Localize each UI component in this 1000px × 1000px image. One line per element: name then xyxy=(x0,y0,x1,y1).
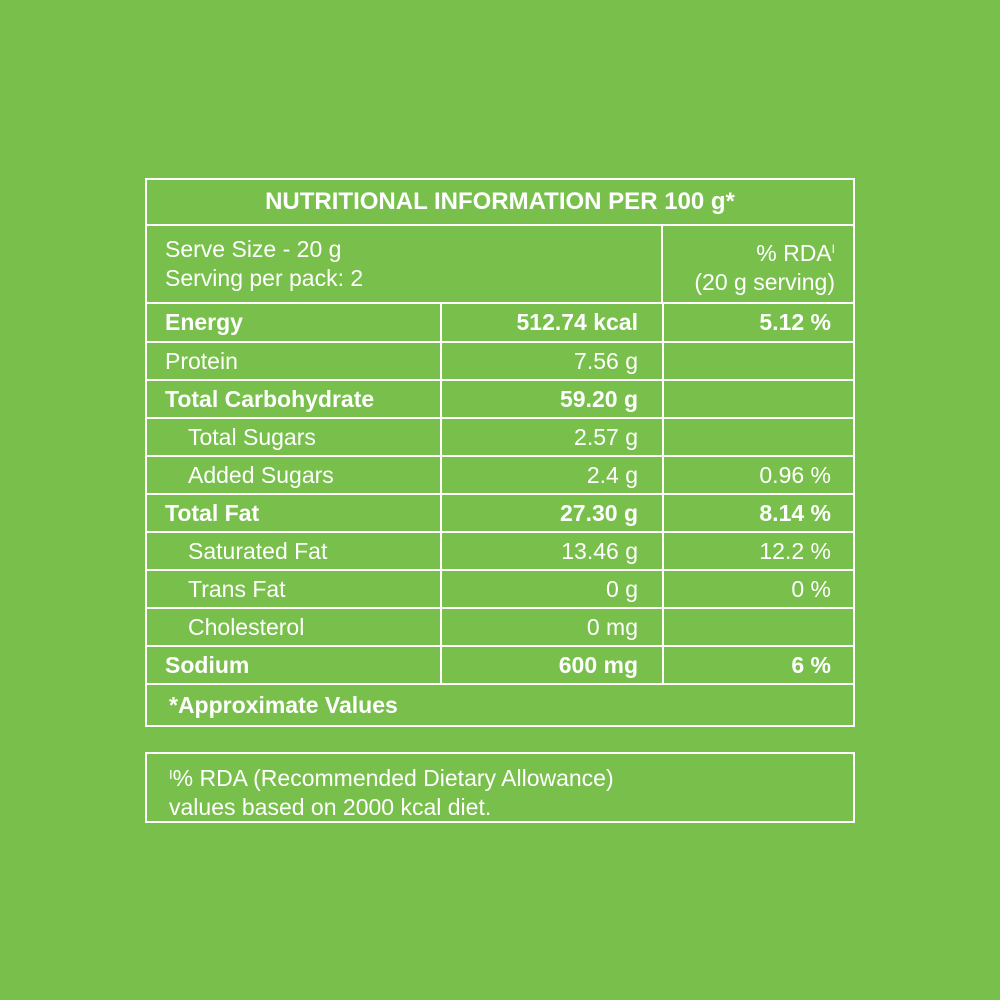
serve-info-row: Serve Size - 20 g Serving per pack: 2 % … xyxy=(147,226,853,304)
nutrient-amount: 2.4 g xyxy=(441,456,664,495)
nutrient-amount: 59.20 g xyxy=(441,380,664,419)
nutrient-rda: 8.14 % xyxy=(663,494,853,533)
nutrient-name: Protein xyxy=(147,342,442,381)
table-title: NUTRITIONAL INFORMATION PER 100 g* xyxy=(147,180,853,226)
table-row: Total Fat 27.30 g 8.14 % xyxy=(147,494,853,533)
nutrient-amount: 0 mg xyxy=(441,608,664,647)
nutrient-rda xyxy=(663,380,853,419)
rda-header: % RDAI (20 g serving) xyxy=(663,226,853,302)
nutrient-amount: 600 mg xyxy=(441,646,664,685)
table-row: Saturated Fat 13.46 g 12.2 % xyxy=(147,532,853,571)
table-row: Total Sugars 2.57 g xyxy=(147,418,853,457)
table-row: Protein 7.56 g xyxy=(147,342,853,381)
table-row: Added Sugars 2.4 g 0.96 % xyxy=(147,456,853,495)
rda-header-label: % RDA xyxy=(756,240,832,266)
nutrient-name: Sodium xyxy=(147,646,442,685)
nutrient-name: Energy xyxy=(147,304,442,343)
rda-footnote: I% RDA (Recommended Dietary Allowance) v… xyxy=(145,752,855,823)
nutrient-rda: 12.2 % xyxy=(663,532,853,571)
approximate-values-note: *Approximate Values xyxy=(169,691,398,718)
nutrient-name: Saturated Fat xyxy=(147,532,442,571)
rda-serving: (20 g serving) xyxy=(694,269,835,295)
serve-info: Serve Size - 20 g Serving per pack: 2 xyxy=(147,226,663,302)
nutrient-amount: 7.56 g xyxy=(441,342,664,381)
table-row: Sodium 600 mg 6 % xyxy=(147,646,853,685)
nutrient-rda: 6 % xyxy=(663,646,853,685)
nutrition-table: NUTRITIONAL INFORMATION PER 100 g* Serve… xyxy=(145,178,855,727)
nutrient-rows: Energy 512.74 kcal 5.12 % Protein 7.56 g Tota… xyxy=(147,304,853,685)
nutrient-rda xyxy=(663,608,853,647)
table-row: Energy 512.74 kcal 5.12 % xyxy=(147,304,853,343)
nutrient-rda: 5.12 % xyxy=(663,304,853,343)
table-row: Cholesterol 0 mg xyxy=(147,608,853,647)
nutrient-name: Total Sugars xyxy=(147,418,442,457)
nutrient-rda xyxy=(663,342,853,381)
footnote-mark: I xyxy=(169,767,173,782)
nutrient-amount: 27.30 g xyxy=(441,494,664,533)
nutrient-amount: 2.57 g xyxy=(441,418,664,457)
nutrient-name: Total Carbohydrate xyxy=(147,380,442,419)
nutrient-name: Cholesterol xyxy=(147,608,442,647)
footnote-line-1: % RDA (Recommended Dietary Allowance) xyxy=(172,765,614,791)
nutrient-amount: 13.46 g xyxy=(441,532,664,571)
nutrient-name: Added Sugars xyxy=(147,456,442,495)
rda-header-mark: I xyxy=(831,242,835,256)
nutrient-name: Total Fat xyxy=(147,494,442,533)
serving-per-pack: Serving per pack: 2 xyxy=(165,265,364,291)
footnote-line-2: values based on 2000 kcal diet. xyxy=(169,794,492,820)
table-row: Total Carbohydrate 59.20 g xyxy=(147,380,853,419)
nutrient-name: Trans Fat xyxy=(147,570,442,609)
nutrient-amount: 512.74 kcal xyxy=(441,304,664,343)
nutrient-rda xyxy=(663,418,853,457)
nutrient-rda: 0 % xyxy=(663,570,853,609)
nutrient-amount: 0 g xyxy=(441,570,664,609)
serve-size: Serve Size - 20 g xyxy=(165,236,342,262)
nutrient-rda: 0.96 % xyxy=(663,456,853,495)
